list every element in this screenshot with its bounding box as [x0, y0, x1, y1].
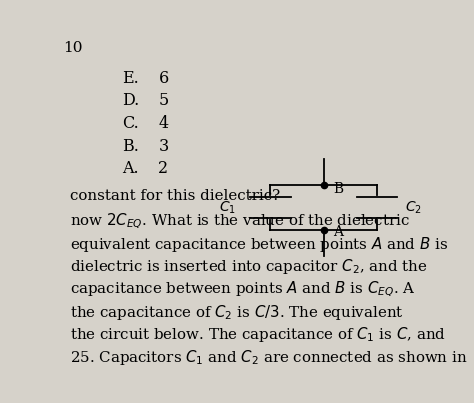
Text: A.: A. [122, 160, 138, 177]
Text: $C_2$: $C_2$ [405, 199, 421, 216]
Text: the capacitance of $C_2$ is $C/3$. The equivalent: the capacitance of $C_2$ is $C/3$. The e… [70, 303, 404, 322]
Text: 4: 4 [158, 115, 169, 132]
Text: 2: 2 [158, 160, 169, 177]
Text: now $2C_{EQ}$. What is the value of the dielectric: now $2C_{EQ}$. What is the value of the … [70, 212, 410, 231]
Text: 25. Capacitors $C_1$ and $C_2$ are connected as shown in: 25. Capacitors $C_1$ and $C_2$ are conne… [70, 348, 468, 367]
Text: B.: B. [122, 138, 138, 155]
Text: 3: 3 [158, 138, 169, 155]
Text: capacitance between points $A$ and $B$ is $C_{EQ}$. A: capacitance between points $A$ and $B$ i… [70, 280, 416, 299]
Text: equivalent capacitance between points $A$ and $B$ is: equivalent capacitance between points $A… [70, 235, 448, 253]
Text: $C_1$: $C_1$ [219, 199, 236, 216]
Text: E.: E. [122, 70, 138, 87]
Text: 10: 10 [63, 41, 82, 54]
Text: D.: D. [122, 92, 139, 110]
Text: A: A [333, 225, 343, 239]
Text: C.: C. [122, 115, 138, 132]
Text: dielectric is inserted into capacitor $C_2$, and the: dielectric is inserted into capacitor $C… [70, 257, 428, 276]
Text: the circuit below. The capacitance of $C_1$ is $C$, and: the circuit below. The capacitance of $C… [70, 325, 446, 344]
Text: 5: 5 [158, 92, 169, 110]
Text: B: B [333, 183, 343, 196]
Text: constant for this dielectric?: constant for this dielectric? [70, 189, 281, 203]
Text: 6: 6 [158, 70, 169, 87]
